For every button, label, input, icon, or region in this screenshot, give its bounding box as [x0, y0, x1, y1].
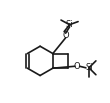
Text: Si: Si — [66, 20, 73, 29]
Text: O: O — [62, 31, 69, 40]
Text: Si: Si — [85, 63, 93, 72]
Text: O: O — [74, 62, 81, 71]
